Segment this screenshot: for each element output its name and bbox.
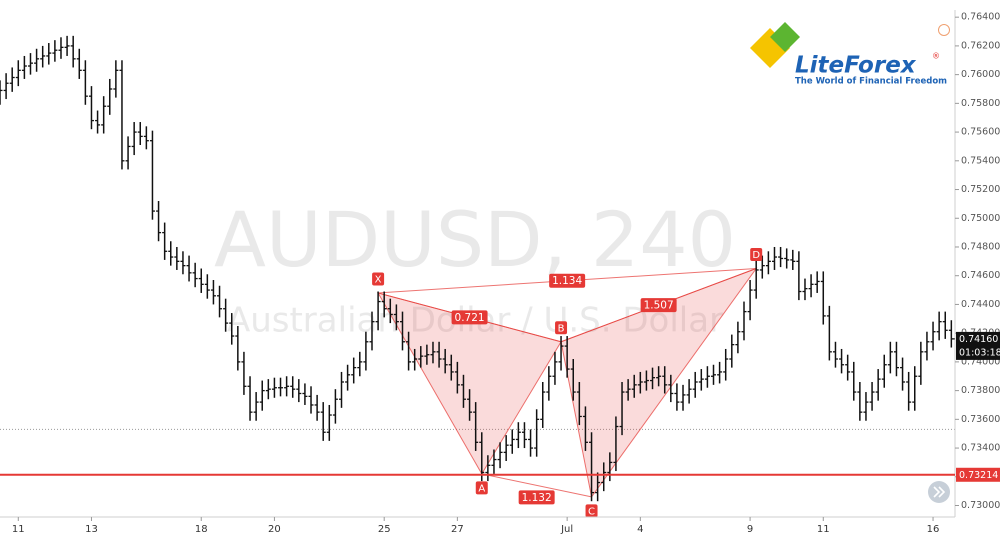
ratio-line	[481, 473, 592, 498]
y-tick-label: 0.75800	[961, 98, 1000, 109]
y-tick-label: 0.75000	[961, 213, 1000, 224]
logo-brand: LiteForex	[795, 53, 917, 79]
point-label: A	[478, 483, 485, 494]
y-tick-label: 0.76000	[961, 69, 1000, 80]
x-tick-label: 11	[817, 524, 830, 535]
y-tick-label: 0.73600	[961, 414, 1000, 425]
y-tick-label: 0.76200	[961, 40, 1000, 51]
x-tick-label: 11	[12, 524, 25, 535]
plot-area: 0.721 1.134 1.507 1.132 X A B C D	[0, 35, 955, 518]
logo: LiteForex ® The World of Financial Freed…	[750, 22, 947, 87]
ratio-box	[518, 490, 555, 505]
x-tick-label: 20	[268, 524, 281, 535]
y-tick-label: 0.74800	[961, 241, 1000, 252]
x-tick-label: 16	[927, 524, 940, 535]
y-tick-label: 0.75200	[961, 184, 1000, 195]
x-tick-label: 13	[85, 524, 98, 535]
y-tick-label: 0.73400	[961, 443, 1000, 454]
y-tick-label: 0.73800	[961, 385, 1000, 396]
ratio-label: 1.134	[552, 275, 582, 287]
ratio-label: 0.721	[455, 312, 485, 324]
x-tick-label: Jul	[560, 524, 573, 535]
watermark-symbol: AUDUSD, 240	[214, 195, 736, 284]
ratio-box	[640, 298, 677, 313]
point-box	[585, 504, 598, 518]
ratio-box	[549, 273, 586, 288]
x-tick-label: 27	[451, 524, 464, 535]
level-label: 0.73214	[959, 470, 998, 481]
logo-diamond	[770, 22, 800, 52]
countdown-label: 01:03:18	[959, 347, 1000, 358]
x-tick-label: 9	[747, 524, 753, 535]
ratio-box	[451, 310, 488, 325]
y-tick-label: 0.75600	[961, 127, 1000, 138]
point-label: B	[558, 323, 565, 334]
y-tick-label: 0.74600	[961, 270, 1000, 281]
x-tick-label: 25	[378, 524, 391, 535]
last-price-label: 0.74160	[959, 334, 998, 345]
point-box	[372, 272, 385, 286]
last-price-box	[956, 331, 1000, 360]
y-tick-label: 0.75400	[961, 155, 1000, 166]
point-label: X	[375, 274, 382, 285]
point-label: D	[752, 250, 760, 261]
y-tick-label: 0.74000	[961, 356, 1000, 367]
y-tick-label: 0.73000	[961, 500, 1000, 511]
logo-tagline: The World of Financial Freedom	[795, 77, 947, 87]
scroll-icon	[933, 486, 946, 498]
x-tick-label: 4	[637, 524, 643, 535]
ratio-label: 1.132	[522, 492, 552, 504]
ratio-label: 1.507	[644, 300, 674, 312]
y-tick-label: 0.74400	[961, 299, 1000, 310]
y-tick-label: 0.76400	[961, 12, 1000, 23]
x-tick-label: 18	[195, 524, 208, 535]
point-box	[555, 321, 568, 335]
point-label: C	[588, 506, 595, 517]
point-box	[475, 481, 488, 495]
level-box	[956, 467, 1000, 482]
point-box	[750, 248, 763, 262]
info-icon[interactable]	[938, 24, 950, 36]
logo-mark: ®	[932, 52, 940, 61]
